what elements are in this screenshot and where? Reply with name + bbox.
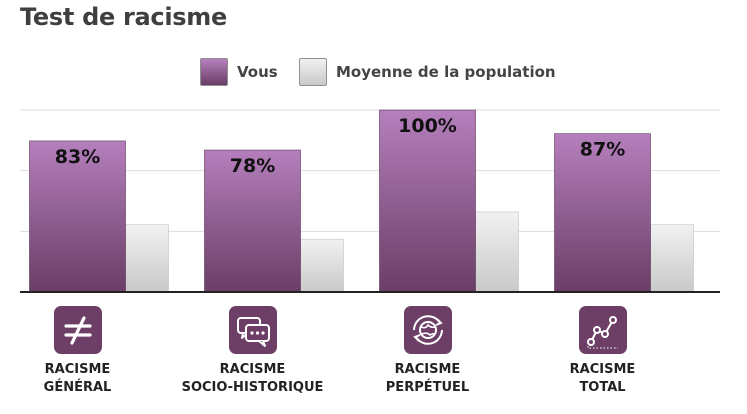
bar-vous-3	[554, 133, 651, 293]
bar-chart: 83% 78% 100% 87%	[20, 109, 720, 293]
category-label-3: RACISME TOTAL	[508, 361, 698, 397]
not-equal-icon	[53, 306, 102, 354]
legend-label-vous: Vous	[237, 63, 278, 81]
bar-vous-2	[379, 109, 476, 293]
legend-swatch-moyenne	[299, 58, 327, 86]
bar-moyenne-0	[125, 224, 169, 293]
bar-moyenne-2	[475, 211, 519, 293]
globe-cycle-icon	[403, 306, 452, 354]
line-graph-icon	[578, 306, 627, 354]
category-label-line2: SOCIO-HISTORIQUE	[181, 380, 324, 395]
legend-swatch-vous	[200, 58, 228, 86]
page-title: Test de racisme	[20, 3, 227, 31]
bar-vous-1	[204, 149, 301, 293]
category-label-line1: RACISME	[219, 362, 286, 377]
bar-vous-0	[29, 140, 126, 293]
category-label-1: RACISME SOCIO-HISTORIQUE	[158, 361, 348, 397]
category-label-0: RACISME GÉNÉRAL	[0, 361, 173, 397]
data-label-1: 78%	[230, 155, 275, 177]
category-label-line1: RACISME	[569, 362, 636, 377]
data-label-0: 83%	[55, 146, 100, 168]
category-label-line2: TOTAL	[579, 380, 626, 395]
speech-bubbles-icon	[228, 306, 277, 354]
legend-label-moyenne: Moyenne de la population	[336, 63, 556, 81]
category-label-line2: PERPÉTUEL	[385, 380, 470, 395]
data-label-3: 87%	[580, 139, 625, 161]
category-label-line1: RACISME	[394, 362, 461, 377]
category-label-line2: GÉNÉRAL	[43, 380, 112, 395]
category-label-2: RACISME PERPÉTUEL	[333, 361, 523, 397]
data-label-2: 100%	[398, 115, 457, 137]
bar-moyenne-1	[300, 238, 344, 293]
category-label-line1: RACISME	[44, 362, 111, 377]
bar-moyenne-3	[650, 224, 694, 293]
